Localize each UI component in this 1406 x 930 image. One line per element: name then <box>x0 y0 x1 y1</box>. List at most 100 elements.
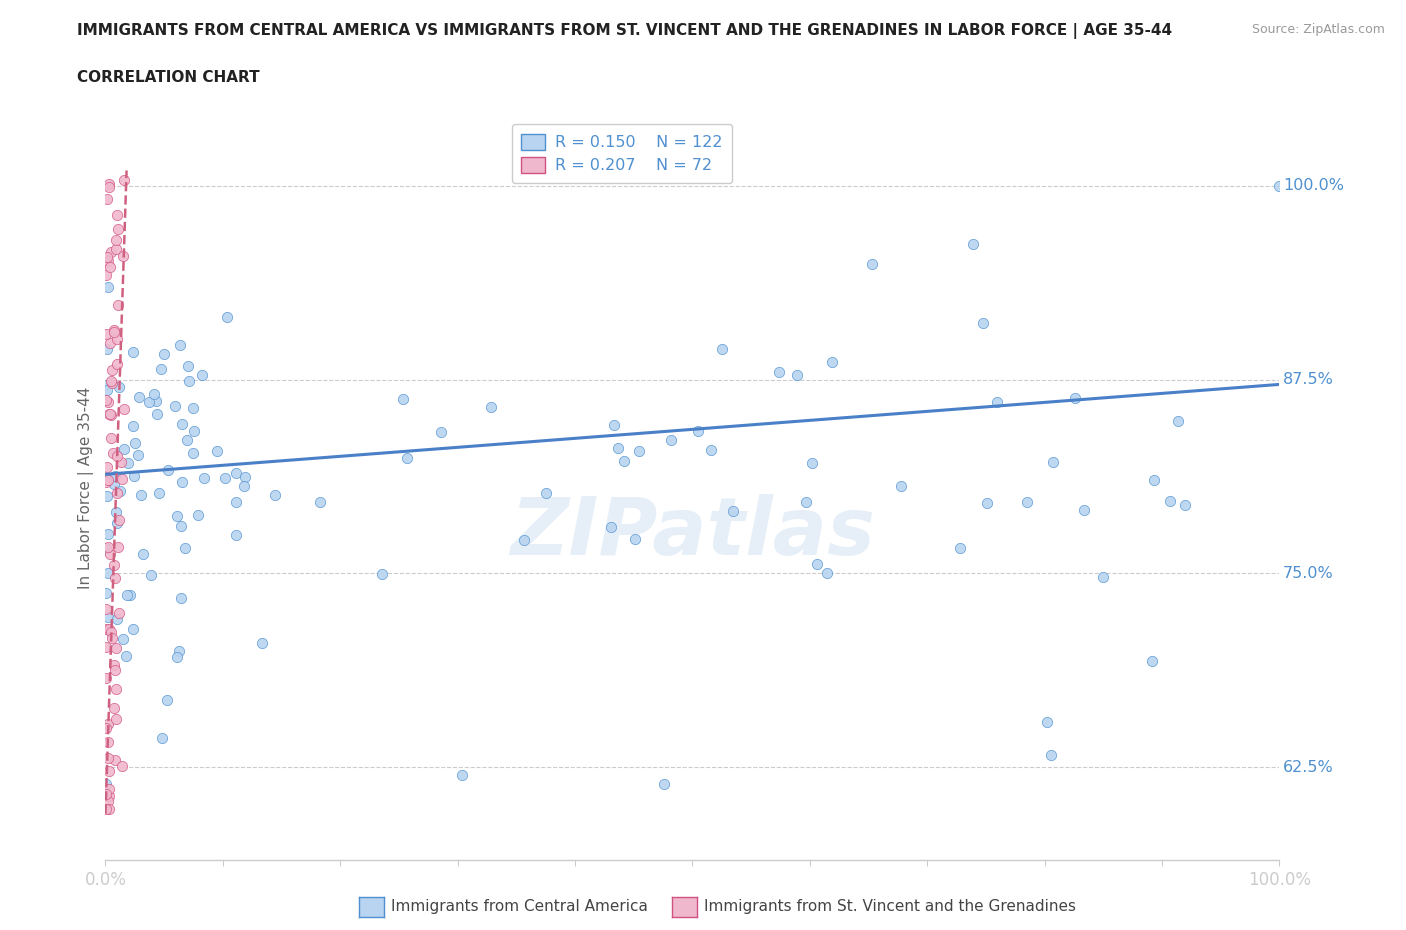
Point <box>129 488 152 503</box>
Legend: R = 0.150    N = 122, R = 0.207    N = 72: R = 0.150 N = 122, R = 0.207 N = 72 <box>512 125 733 183</box>
Point <box>138 394 160 409</box>
Point <box>94 474 117 489</box>
Point <box>652 777 675 791</box>
Point <box>152 347 174 362</box>
Point <box>150 731 173 746</box>
Point <box>97 526 120 541</box>
Point <box>103 477 125 492</box>
Point <box>143 387 166 402</box>
Point <box>105 449 128 464</box>
Point <box>225 494 247 509</box>
Point <box>105 485 128 500</box>
Point <box>225 465 247 480</box>
Point <box>214 471 236 485</box>
Point <box>451 768 474 783</box>
Point <box>96 488 118 503</box>
Point <box>105 356 128 371</box>
Point <box>165 399 187 414</box>
Point <box>100 363 122 378</box>
Point <box>98 259 121 274</box>
Point <box>976 496 998 511</box>
Point <box>1073 502 1095 517</box>
Point <box>98 336 121 351</box>
Point <box>105 331 128 346</box>
Point <box>103 445 125 460</box>
Text: IMMIGRANTS FROM CENTRAL AMERICA VS IMMIGRANTS FROM ST. VINCENT AND THE GRENADINE: IMMIGRANTS FROM CENTRAL AMERICA VS IMMIG… <box>77 23 1173 39</box>
Point <box>115 588 138 603</box>
Point <box>115 648 138 663</box>
Point <box>97 789 120 804</box>
Point <box>169 644 191 658</box>
Point <box>659 433 682 448</box>
Point <box>1036 714 1059 729</box>
Point <box>96 459 118 474</box>
Point <box>1268 179 1291 193</box>
Point <box>187 508 209 523</box>
Point <box>169 338 191 352</box>
Point <box>139 567 162 582</box>
Point <box>104 469 127 484</box>
Point <box>801 456 824 471</box>
Text: Immigrants from Central America: Immigrants from Central America <box>391 899 648 914</box>
Point <box>107 513 129 528</box>
Point <box>132 546 155 561</box>
Point <box>110 454 132 469</box>
Point <box>97 781 120 796</box>
Point <box>170 591 193 605</box>
Point <box>97 751 120 765</box>
Point <box>145 393 167 408</box>
Point <box>105 207 128 222</box>
Point <box>103 322 125 337</box>
Point <box>170 417 193 432</box>
Point <box>183 401 205 416</box>
Point <box>103 752 125 767</box>
Point <box>815 565 838 580</box>
Point <box>860 257 883 272</box>
Text: Source: ZipAtlas.com: Source: ZipAtlas.com <box>1251 23 1385 36</box>
Point <box>177 359 200 374</box>
Point <box>806 557 828 572</box>
Point <box>183 423 205 438</box>
Point <box>97 394 120 409</box>
Point <box>105 232 128 247</box>
Point <box>96 382 118 397</box>
Point <box>170 519 193 534</box>
Text: 87.5%: 87.5% <box>1284 372 1334 387</box>
Point <box>479 399 502 414</box>
Point <box>308 495 330 510</box>
Y-axis label: In Labor Force | Age 35-44: In Labor Force | Age 35-44 <box>79 387 94 590</box>
Point <box>395 451 418 466</box>
Point <box>94 540 117 555</box>
Point <box>98 177 121 192</box>
Point <box>121 621 143 636</box>
Point <box>112 442 135 457</box>
Point <box>111 631 134 646</box>
Point <box>1159 494 1181 509</box>
Point <box>252 636 274 651</box>
Text: 62.5%: 62.5% <box>1284 760 1334 775</box>
Point <box>107 540 129 555</box>
Point <box>108 605 131 620</box>
Point <box>179 373 201 388</box>
Point <box>786 367 808 382</box>
Point <box>821 354 844 369</box>
Point <box>98 407 121 422</box>
Point <box>513 533 536 548</box>
Point <box>700 443 723 458</box>
Point <box>173 540 195 555</box>
Point <box>1167 413 1189 428</box>
Point <box>193 471 215 485</box>
Point <box>94 586 117 601</box>
Point <box>103 658 125 672</box>
Text: CORRELATION CHART: CORRELATION CHART <box>77 70 260 85</box>
Point <box>121 344 143 359</box>
Point <box>430 424 453 439</box>
Point <box>96 802 118 817</box>
Point <box>150 362 173 377</box>
Point <box>100 630 122 644</box>
Point <box>1042 454 1064 469</box>
Point <box>122 469 145 484</box>
Point <box>1040 748 1063 763</box>
Point <box>100 407 122 422</box>
Point <box>94 720 117 735</box>
